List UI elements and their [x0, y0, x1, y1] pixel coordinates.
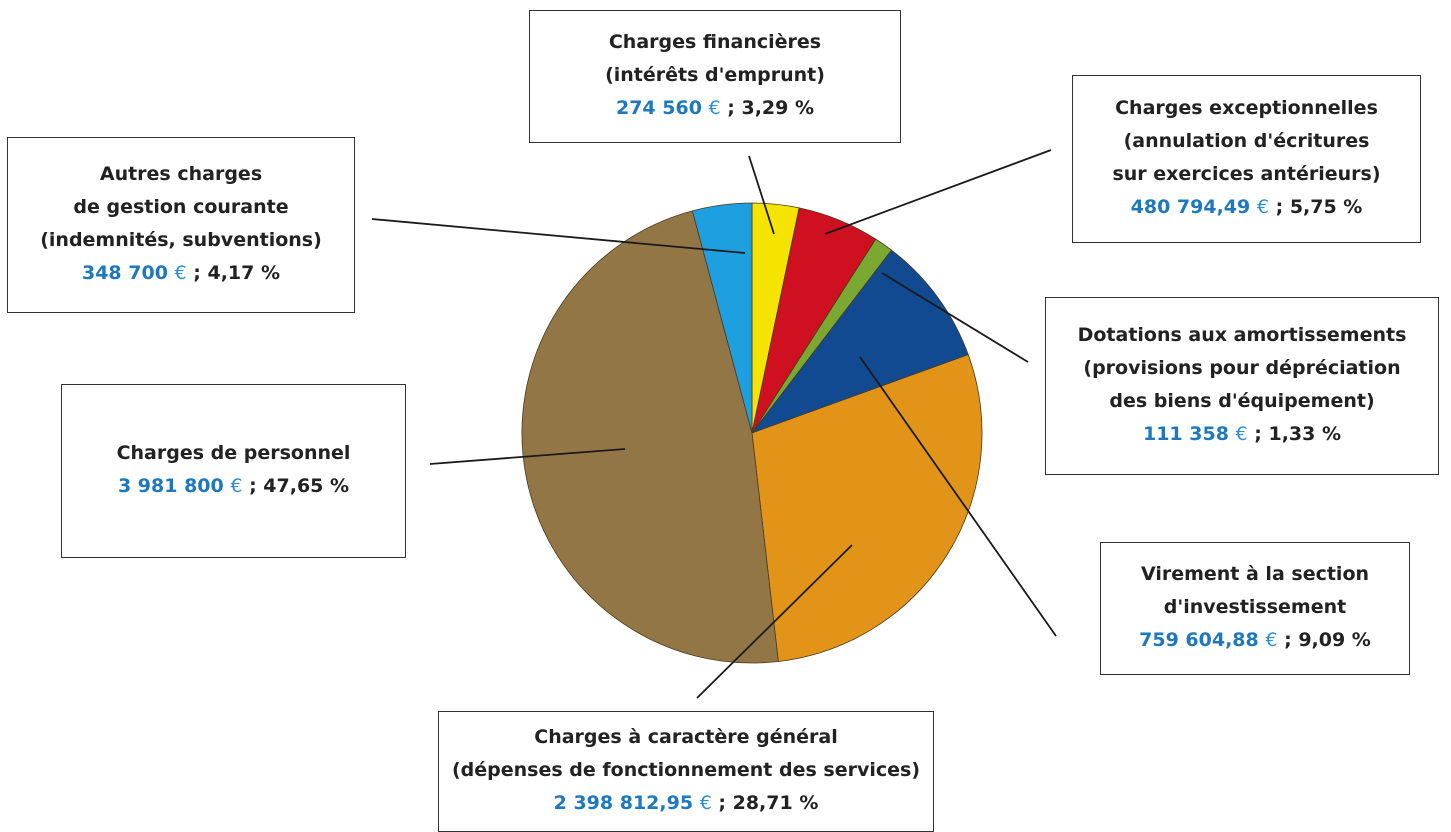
separator: ;	[711, 792, 733, 814]
slice-value-row: 480 794,49 € ; 5,75 %	[1073, 191, 1420, 224]
slice-amount: 2 398 812,95	[553, 792, 694, 814]
separator: ;	[186, 262, 208, 284]
slice-percent: 9,09 %	[1298, 629, 1371, 651]
pie-slice-autres	[691, 202, 753, 434]
slice-value-row: 3 981 800 € ; 47,65 %	[62, 470, 405, 503]
slice-label-line: Charges de personnel	[116, 442, 351, 464]
slice-label-exceptionnelles: Charges exceptionnelles (annulation d'écr…	[1072, 75, 1421, 243]
leader-line-dotations	[881, 272, 1029, 363]
slice-amount: 274 560	[615, 97, 702, 119]
slice-amount: 759 604,88	[1139, 629, 1259, 651]
slice-label-line: d'investissement	[1163, 596, 1347, 618]
slice-value-row: 759 604,88 € ; 9,09 %	[1101, 624, 1409, 657]
slice-label-line: (provisions pour dépréciation	[1083, 357, 1401, 379]
slice-value-row: 111 358 € ; 1,33 %	[1046, 418, 1438, 451]
slice-amount: 111 358	[1142, 423, 1229, 445]
leader-line-virement	[859, 356, 1057, 637]
slice-percent: 4,17 %	[207, 262, 280, 284]
slice-label-line: sur exercices antérieurs)	[1112, 163, 1381, 185]
slice-percent: 1,33 %	[1268, 423, 1341, 445]
slice-label-line: (dépenses de fonctionnement des services…	[451, 759, 921, 781]
slice-label-line: Dotations aux amortissements	[1077, 324, 1407, 346]
leader-line-financieres	[748, 155, 775, 235]
pie-slices	[521, 202, 983, 664]
slice-amount: 480 794,49	[1130, 196, 1251, 218]
separator: ;	[1268, 196, 1290, 218]
euro-symbol: €	[1265, 629, 1278, 651]
slice-label-line: de gestion courante	[73, 196, 289, 218]
euro-symbol: €	[1256, 196, 1269, 218]
euro-symbol: €	[699, 792, 712, 814]
euro-symbol: €	[174, 262, 187, 284]
pie-slice-general	[751, 354, 983, 662]
pie-slice-personnel	[521, 210, 779, 664]
leader-line-exceptionnelles	[824, 149, 1052, 235]
leader-lines	[371, 149, 1057, 699]
separator: ;	[1247, 423, 1269, 445]
slice-amount: 3 981 800	[117, 475, 224, 497]
leader-line-autres	[371, 218, 746, 254]
slice-label-line: (intérêts d'emprunt)	[605, 64, 825, 86]
separator: ;	[1277, 629, 1299, 651]
slice-label-line: (indemnités, subventions)	[40, 229, 322, 251]
euro-symbol: €	[1235, 423, 1248, 445]
slice-amount: 348 700	[81, 262, 168, 284]
slice-percent: 47,65 %	[263, 475, 350, 497]
slice-percent: 3,29 %	[741, 97, 814, 119]
slice-label-autres: Autres charges de gestion courante (indemn…	[7, 137, 355, 313]
euro-symbol: €	[230, 475, 243, 497]
slice-value-row: 2 398 812,95 € ; 28,71 %	[439, 787, 933, 820]
slice-percent: 28,71 %	[732, 792, 819, 814]
euro-symbol: €	[708, 97, 721, 119]
leader-line-general	[696, 544, 853, 699]
slice-label-line: Charges financières	[608, 31, 822, 53]
slice-label-financieres: Charges financières (intérêts d'emprunt) 2…	[529, 10, 901, 143]
pie-slice-virement	[750, 249, 969, 434]
slice-label-line: Autres charges	[99, 163, 263, 185]
slice-label-line: Charges exceptionnelles	[1115, 97, 1378, 119]
slice-label-line: Charges à caractère général	[534, 726, 838, 748]
slice-label-line: des biens d'équipement)	[1109, 390, 1375, 412]
separator: ;	[720, 97, 742, 119]
slice-percent: 5,75 %	[1289, 196, 1363, 218]
leader-line-personnel	[429, 448, 626, 465]
slice-value-row: 348 700 € ; 4,17 %	[8, 257, 354, 290]
slice-label-line: (annulation d'écritures	[1123, 130, 1370, 152]
slice-label-general: Charges à caractère général (dépenses de …	[438, 711, 934, 832]
slice-label-dotations: Dotations aux amortissements (provisions …	[1045, 297, 1439, 475]
slice-value-row: 274 560 € ; 3,29 %	[530, 92, 900, 125]
slice-label-line: Virement à la section	[1140, 563, 1370, 585]
separator: ;	[242, 475, 264, 497]
slice-label-virement: Virement à la section d'investissement 759…	[1100, 542, 1410, 675]
slice-label-personnel: Charges de personnel 3 981 800 € ; 47,65 …	[61, 384, 406, 558]
